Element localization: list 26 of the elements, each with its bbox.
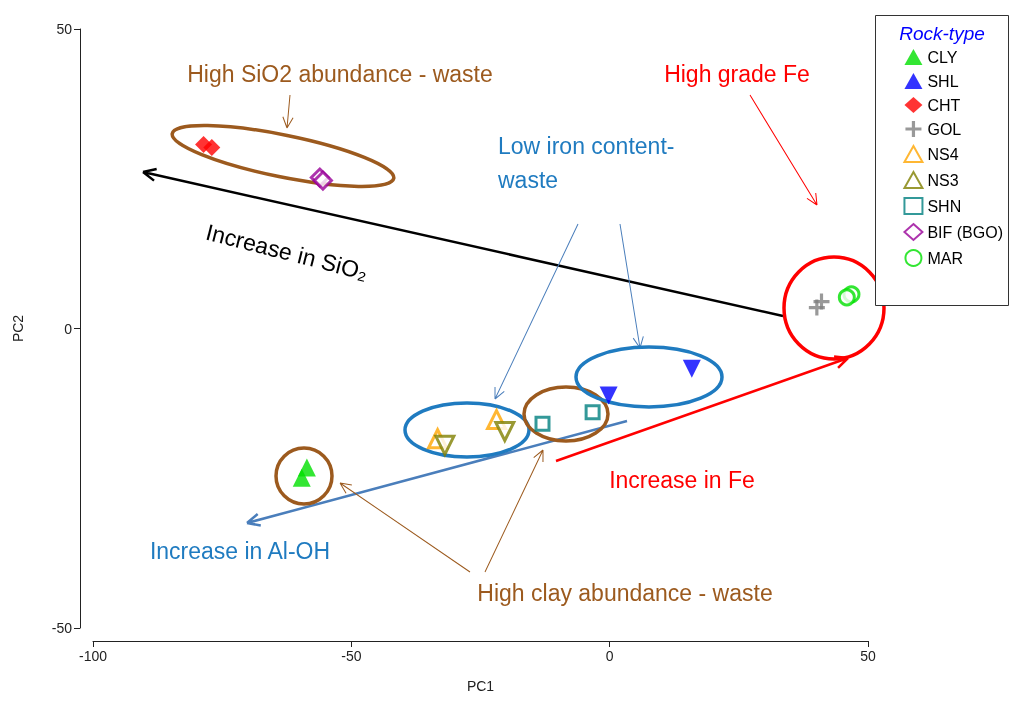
- annotation: Increase in Fe: [609, 467, 755, 493]
- legend-label: SHN: [927, 197, 962, 215]
- x-tick-label: -100: [78, 648, 108, 664]
- annotation: High SiO2 abundance - waste: [187, 61, 493, 87]
- legend-label: BIF (BGO): [927, 223, 1004, 241]
- x-tick-label: 0: [605, 648, 614, 664]
- annotation: Increase in SiO₂: [203, 218, 371, 286]
- annotation: Increase in Al-OH: [149, 538, 331, 564]
- legend-label: NS4: [927, 145, 959, 163]
- legend-label: CHT: [927, 96, 961, 114]
- x-axis-title: PC1: [466, 678, 495, 694]
- legend-label: GOL: [927, 120, 962, 138]
- legend-label: CLY: [927, 48, 958, 66]
- y-axis-title: PC2: [10, 314, 26, 343]
- annotation: High grade Fe: [664, 61, 810, 87]
- x-tick-label: 50: [860, 648, 876, 664]
- x-tick-label: -50: [341, 648, 362, 664]
- annotation: Low iron content- waste: [497, 133, 675, 193]
- legend-label: NS3: [927, 171, 959, 189]
- legend-title: Rock-type: [899, 22, 985, 44]
- annotation: High clay abundance - waste: [477, 580, 773, 606]
- legend-label: MAR: [927, 249, 964, 267]
- y-tick-label: 0: [64, 320, 73, 337]
- y-tick-label: 50: [56, 21, 73, 37]
- y-tick-label: -50: [51, 620, 73, 636]
- legend-label: SHL: [927, 72, 959, 90]
